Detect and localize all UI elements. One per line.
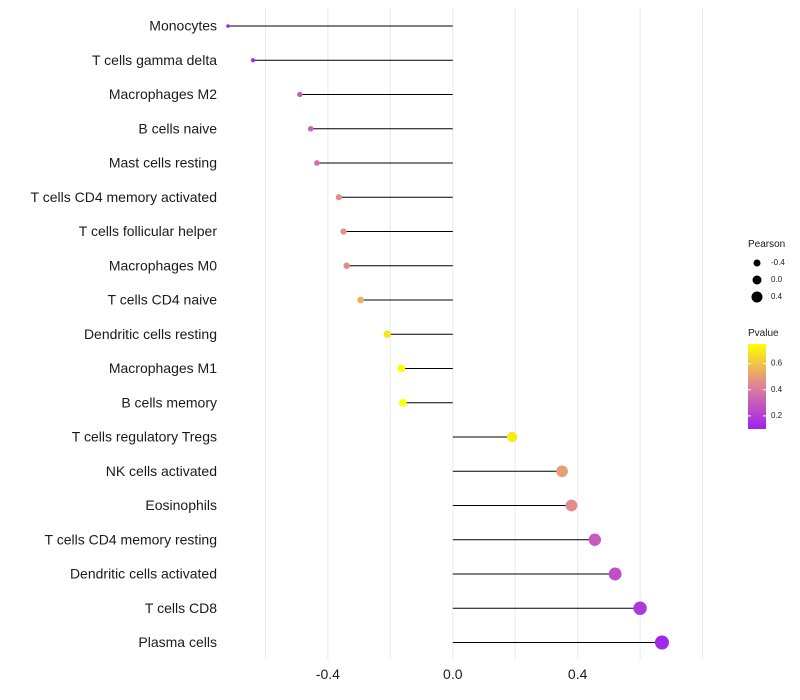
point-15 [588,533,602,546]
category-label-3: B cells naive [138,120,217,136]
legend-pearson-dot-2 [751,291,763,303]
grid-lines [264,8,704,660]
point-7 [343,262,350,269]
legend-pearson-label-0: -0.4 [771,258,785,267]
category-label-15: T cells CD4 memory resting [45,531,217,547]
point-17 [633,601,647,615]
point-11 [398,398,407,407]
point-8 [357,296,365,304]
category-label-7: Macrophages M0 [109,257,217,273]
category-label-0: Monocytes [149,18,217,34]
legend-pearson-label-2: 0.4 [771,292,783,301]
category-label-9: Dendritic cells resting [84,326,217,342]
category-label-13: NK cells activated [106,463,217,479]
point-6 [340,228,347,235]
category-labels: Monocytes T cells gamma delta Macrophages … [31,18,218,651]
category-label-16: Dendritic cells activated [70,566,217,582]
category-label-18: Plasma cells [138,634,217,650]
legend-pvalue-label-0: 0.6 [771,359,783,368]
point-3 [307,125,314,132]
category-label-17: T cells CD8 [145,600,217,616]
category-label-2: Macrophages M2 [109,86,217,102]
legend-pvalue-label-1: 0.4 [771,385,783,394]
category-label-1: T cells gamma delta [92,52,217,68]
point-10 [397,364,406,373]
point-14 [565,499,578,512]
point-2 [297,91,303,98]
category-label-12: T cells regulatory Tregs [72,429,217,445]
legend-pvalue-colorbar [748,344,766,429]
x-axis-ticks: -0.4 0.0 0.4 [316,666,588,682]
x-tick-label-1: 0.0 [443,666,463,682]
legend-pvalue-label-2: 0.2 [771,411,783,420]
category-label-4: Mast cells resting [109,155,217,171]
legend-pearson-label-1: 0.0 [771,275,783,284]
x-tick-label-0: -0.4 [316,666,340,682]
category-label-14: Eosinophils [145,497,217,513]
legend-pearson-dot-0 [753,259,761,267]
lollipop-stems [228,25,662,643]
point-5 [335,194,342,201]
point-12 [506,431,518,443]
lollipop-points [226,24,669,650]
legend-pearson-title: Pearson [748,239,785,250]
point-1 [250,58,256,63]
legend-pvalue-title: Pvalue [748,328,779,339]
point-0 [226,24,230,28]
x-tick-label-2: 0.4 [568,666,588,682]
legend-pvalue: Pvalue 0.6 0.4 0.2 [748,328,783,429]
category-label-6: T cells follicular helper [79,223,218,239]
point-18 [654,635,669,650]
legend-pearson-dot-1 [752,275,762,285]
category-label-10: Macrophages M1 [109,360,217,376]
point-13 [556,465,568,478]
category-label-8: T cells CD4 naive [108,292,218,308]
point-16 [608,567,622,581]
category-label-5: T cells CD4 memory activated [31,189,217,205]
legend-pearson: Pearson -0.4 0.0 0.4 [748,239,785,303]
point-4 [314,160,320,166]
category-label-11: B cells memory [121,394,217,410]
point-9 [383,330,391,338]
